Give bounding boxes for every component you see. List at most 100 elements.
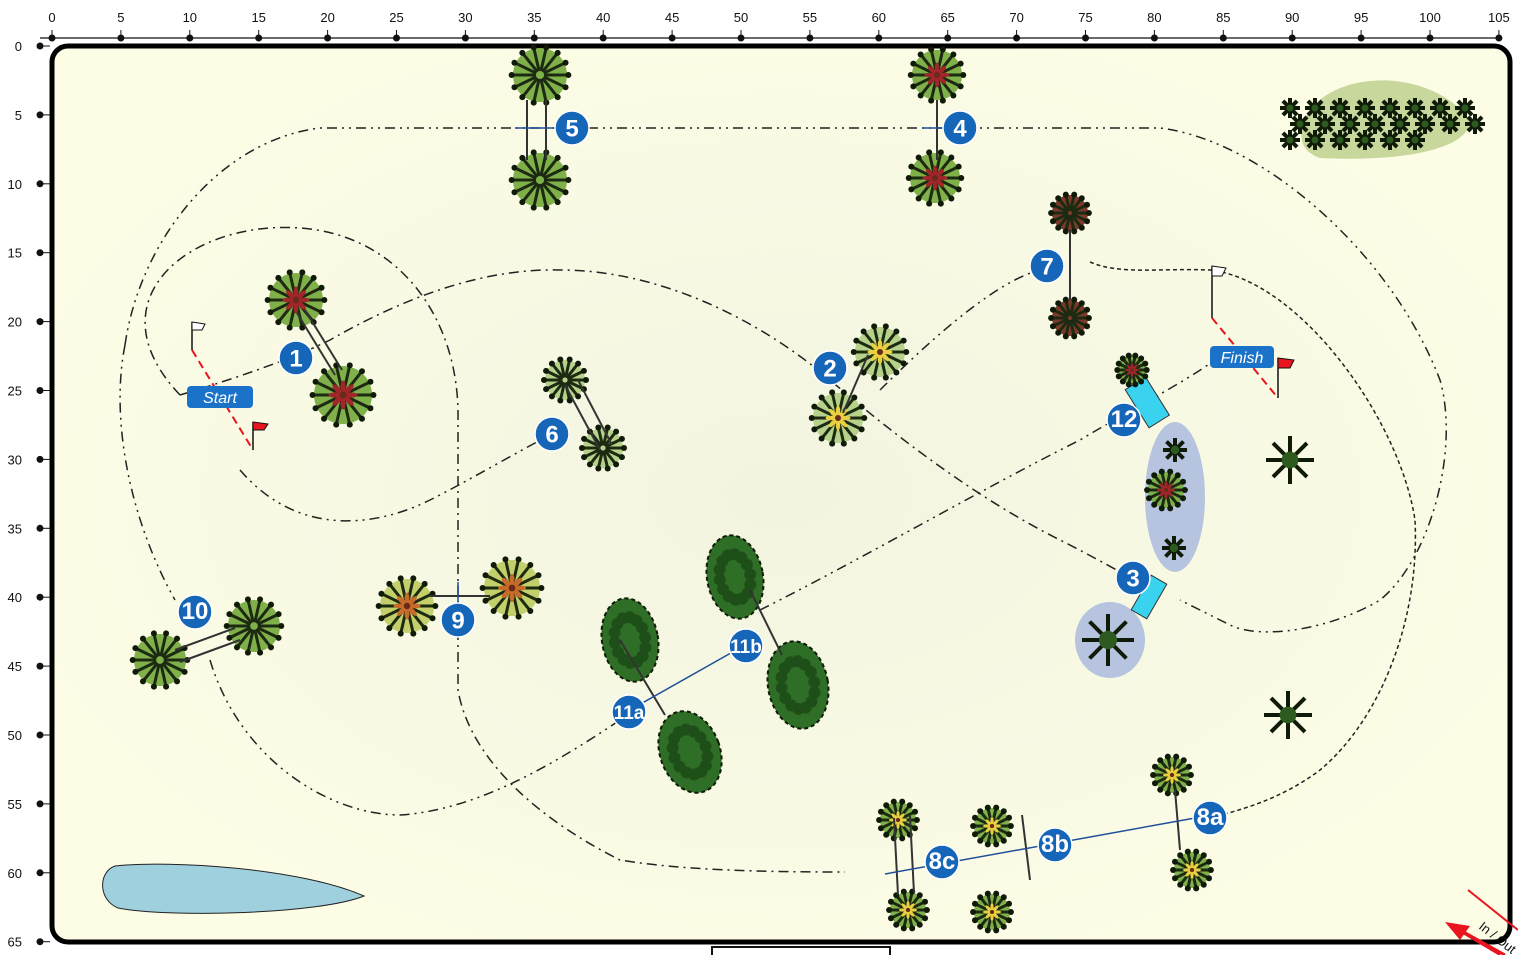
x-tick-mark [324,34,332,42]
x-tick-label: 45 [665,10,679,25]
star-shrub [1455,98,1475,118]
y-tick-label: 5 [15,108,22,123]
obstacle-badge: 9 [440,602,476,638]
y-tick-label: 20 [8,315,22,330]
x-tick-mark [875,34,883,42]
y-tick-label: 35 [8,521,22,536]
hedge [600,597,660,683]
bush [970,804,1014,848]
svg-text:9: 9 [451,608,464,635]
x-tick-mark [1357,34,1365,42]
water-pond [102,863,366,914]
plants [129,44,1485,934]
x-tick-label: 50 [734,10,748,25]
bush [970,890,1014,934]
bush [375,575,439,637]
x-tick-mark [530,34,538,42]
bush [1048,296,1092,340]
x-tick-label: 60 [872,10,886,25]
svg-text:3: 3 [1126,566,1139,593]
y-tick-label: 45 [8,659,22,674]
star-shrub [1365,114,1385,134]
star-shrub [1355,98,1375,118]
star-shrub [1290,114,1310,134]
obstacle-badge: 3 [1115,560,1151,596]
course-line-northeast [879,269,1041,391]
x-tick-mark [1495,34,1503,42]
obstacle-badge: 10 [177,594,213,630]
y-tick-label: 10 [8,177,22,192]
bush [850,323,910,381]
bush [907,46,967,104]
x-tick-label: 20 [320,10,334,25]
obstacle-badge: 12 [1106,402,1142,438]
x-tick-mark [944,34,952,42]
x-tick-label: 85 [1216,10,1230,25]
obstacle-badge: 11a [611,694,647,730]
star-shrub [1465,114,1485,134]
star-shrub [1380,98,1400,118]
loop-line [144,226,846,873]
svg-text:7: 7 [1040,254,1053,281]
x-tick-label: 75 [1078,10,1092,25]
x-tick-label: 30 [458,10,472,25]
star-shrub [1266,436,1314,484]
course-lines [119,127,1447,873]
x-tick-label: 40 [596,10,610,25]
hedge [766,640,830,730]
x-tick-mark [1013,34,1021,42]
bush [508,44,572,106]
x-tick-mark [461,34,469,42]
x-tick-mark [1219,34,1227,42]
course-line-southwest [209,659,621,816]
x-tick-label: 65 [940,10,954,25]
obstacle-badge: 5 [554,110,590,146]
x-tick-label: 90 [1285,10,1299,25]
y-tick-label: 40 [8,590,22,605]
x-tick-mark [48,34,56,42]
inner-course-line [179,269,1161,591]
star-shrub [1305,98,1325,118]
x-tick-mark [1082,34,1089,42]
svg-text:11b: 11b [730,637,762,658]
x-tick-mark [1426,34,1434,42]
obstacle-badge: 8c [924,844,960,880]
outer-course-line [124,127,1447,633]
star-shrub [1264,691,1312,739]
x-tick-mark [737,34,745,42]
svg-text:1: 1 [289,346,302,373]
star-shrub [1280,130,1300,150]
bush [886,888,930,932]
entry-gate [711,946,891,955]
obstacle-badge: 7 [1029,248,1065,284]
x-tick-label: 15 [251,10,265,25]
x-tick-label: 35 [527,10,541,25]
west-line [119,344,176,601]
svg-text:Finish: Finish [1221,350,1264,367]
svg-text:5: 5 [565,116,578,143]
bush [479,556,545,620]
bush [1114,352,1150,388]
star-shrub [1430,98,1450,118]
y-axis: 0 5 10 15 20 25 30 35 40 45 50 55 60 65 [8,39,50,950]
start-label: Start [187,386,253,408]
bush [1170,848,1214,892]
y-tick-label: 25 [8,384,22,399]
obstacle-poles [174,100,1181,896]
bush [1144,468,1188,512]
star-shrub [1390,114,1410,134]
bush [309,362,377,428]
svg-text:11a: 11a [614,703,645,724]
x-tick-mark [1150,34,1158,42]
star-shrub [1440,114,1460,134]
x-tick-label: 95 [1354,10,1368,25]
svg-text:8a: 8a [1197,804,1224,831]
x-tick-mark [255,34,263,42]
finish-label: Finish [1210,346,1274,368]
crossing-line [759,359,1216,611]
hedge [705,534,765,620]
arena [49,43,1513,945]
x-tick-mark [806,34,814,42]
bush [1048,191,1092,235]
